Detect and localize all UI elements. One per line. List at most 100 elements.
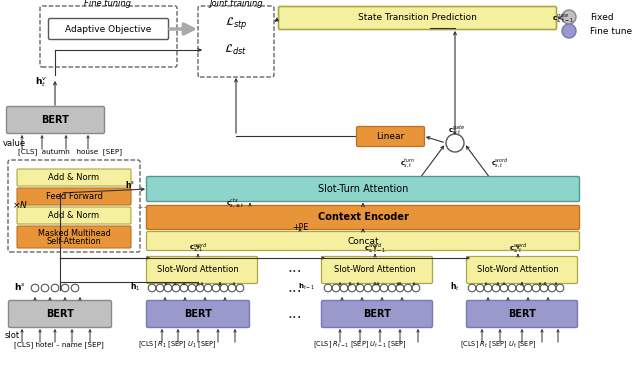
- FancyBboxPatch shape: [321, 256, 433, 283]
- FancyBboxPatch shape: [467, 301, 577, 328]
- Text: Masked Multihead: Masked Multihead: [38, 230, 110, 238]
- Text: Fine tune: Fine tune: [590, 26, 632, 35]
- Circle shape: [532, 284, 540, 292]
- Circle shape: [236, 284, 244, 292]
- Text: [CLS] hotel – name [SEP]: [CLS] hotel – name [SEP]: [14, 342, 104, 348]
- FancyBboxPatch shape: [467, 256, 577, 283]
- Circle shape: [188, 284, 196, 292]
- FancyBboxPatch shape: [17, 207, 131, 224]
- Text: $\mathbf{h}^s$: $\mathbf{h}^s$: [14, 282, 26, 293]
- FancyBboxPatch shape: [8, 301, 111, 328]
- Text: Self-Attention: Self-Attention: [47, 237, 101, 247]
- Text: Add & Norm: Add & Norm: [49, 211, 100, 220]
- Text: Slot-Turn Attention: Slot-Turn Attention: [318, 184, 408, 194]
- FancyBboxPatch shape: [356, 127, 424, 146]
- Text: Add & Norm: Add & Norm: [49, 173, 100, 182]
- Text: $\mathbf{h}^s$: $\mathbf{h}^s$: [125, 180, 135, 191]
- FancyBboxPatch shape: [147, 256, 257, 283]
- Text: $\mathbf{c}_{s,t-1}^{gate}$: $\mathbf{c}_{s,t-1}^{gate}$: [552, 11, 574, 25]
- Text: $\times N$: $\times N$: [12, 199, 28, 210]
- Text: ...: ...: [288, 307, 302, 322]
- Circle shape: [516, 284, 524, 292]
- Text: $\mathbf{h}_1$: $\mathbf{h}_1$: [130, 281, 140, 293]
- Text: $\mathbf{c}_{s,1}^{word}$: $\mathbf{c}_{s,1}^{word}$: [189, 241, 207, 255]
- FancyBboxPatch shape: [49, 18, 168, 39]
- Circle shape: [212, 284, 220, 292]
- Text: $\mathbf{c}_{s,t-1}^{word}$: $\mathbf{c}_{s,t-1}^{word}$: [364, 241, 386, 255]
- Circle shape: [562, 10, 576, 24]
- Text: Fine tuning: Fine tuning: [84, 0, 131, 8]
- FancyBboxPatch shape: [40, 6, 177, 67]
- Text: $\mathbf{c}_{s,t}^{word}$: $\mathbf{c}_{s,t}^{word}$: [509, 241, 527, 255]
- Circle shape: [180, 284, 188, 292]
- Text: $\mathbf{h}_{t-1}$: $\mathbf{h}_{t-1}$: [298, 282, 316, 292]
- FancyBboxPatch shape: [6, 106, 104, 134]
- Text: Joint training: Joint training: [209, 0, 263, 8]
- Circle shape: [468, 284, 476, 292]
- FancyBboxPatch shape: [147, 205, 579, 230]
- Text: +PE: +PE: [292, 223, 308, 231]
- Text: Adaptive Objective: Adaptive Objective: [65, 25, 151, 33]
- Circle shape: [164, 284, 172, 292]
- Text: Fixed: Fixed: [590, 13, 614, 21]
- Text: Context Encoder: Context Encoder: [317, 212, 408, 223]
- Circle shape: [380, 284, 388, 292]
- Text: BERT: BERT: [41, 115, 69, 125]
- Circle shape: [562, 24, 576, 38]
- Circle shape: [196, 284, 204, 292]
- Circle shape: [348, 284, 356, 292]
- FancyBboxPatch shape: [321, 301, 433, 328]
- FancyBboxPatch shape: [17, 188, 131, 205]
- Text: $\mathbf{c}_{s,t}^{turn}$: $\mathbf{c}_{s,t}^{turn}$: [401, 156, 415, 170]
- Text: value: value: [3, 138, 26, 148]
- Circle shape: [204, 284, 212, 292]
- Text: BERT: BERT: [508, 309, 536, 319]
- Circle shape: [148, 284, 156, 292]
- Circle shape: [228, 284, 236, 292]
- FancyBboxPatch shape: [198, 6, 274, 77]
- Text: ...: ...: [288, 261, 302, 276]
- Text: $\mathbf{h}_t$: $\mathbf{h}_t$: [450, 281, 460, 293]
- Text: ...: ...: [288, 280, 302, 296]
- Text: $\mathbf{c}_{s,t}^{gate}$: $\mathbf{c}_{s,t}^{gate}$: [449, 123, 465, 137]
- Circle shape: [396, 284, 404, 292]
- Text: $\mathbf{h}_t^v$: $\mathbf{h}_t^v$: [35, 75, 47, 89]
- Circle shape: [340, 284, 348, 292]
- Circle shape: [500, 284, 508, 292]
- Circle shape: [364, 284, 372, 292]
- Circle shape: [446, 134, 464, 152]
- Circle shape: [71, 284, 79, 292]
- Text: [CLS] $R_1$ [SEP] $U_1$ [SEP]: [CLS] $R_1$ [SEP] $U_1$ [SEP]: [138, 340, 216, 350]
- Text: [CLS]  autumn   house  [SEP]: [CLS] autumn house [SEP]: [18, 149, 122, 155]
- Circle shape: [332, 284, 340, 292]
- Text: BERT: BERT: [46, 309, 74, 319]
- Circle shape: [484, 284, 492, 292]
- Circle shape: [41, 284, 49, 292]
- Circle shape: [508, 284, 516, 292]
- Circle shape: [548, 284, 556, 292]
- Text: Slot-Word Attention: Slot-Word Attention: [477, 265, 559, 275]
- Circle shape: [476, 284, 484, 292]
- Circle shape: [540, 284, 548, 292]
- FancyBboxPatch shape: [147, 231, 579, 251]
- Text: [CLS] $R_{t-1}$ [SEP] $U_{t-1}$ [SEP]: [CLS] $R_{t-1}$ [SEP] $U_{t-1}$ [SEP]: [313, 340, 406, 350]
- Text: $\mathbf{c}_{s,t}^{word}$: $\mathbf{c}_{s,t}^{word}$: [492, 156, 509, 170]
- Text: $\mathcal{L}_{dst}$: $\mathcal{L}_{dst}$: [225, 43, 248, 57]
- Circle shape: [556, 284, 564, 292]
- Text: Slot-Word Attention: Slot-Word Attention: [157, 265, 239, 275]
- Circle shape: [156, 284, 164, 292]
- Text: $\mathcal{L}_{stp}$: $\mathcal{L}_{stp}$: [225, 15, 247, 31]
- Text: BERT: BERT: [363, 309, 391, 319]
- Circle shape: [51, 284, 59, 292]
- Circle shape: [31, 284, 39, 292]
- FancyBboxPatch shape: [8, 160, 140, 252]
- Text: slot: slot: [5, 332, 20, 340]
- FancyBboxPatch shape: [147, 177, 579, 202]
- Text: Feed Forward: Feed Forward: [45, 192, 102, 201]
- Text: State Transition Prediction: State Transition Prediction: [358, 14, 476, 22]
- Text: $\mathbf{c}_{s,\leq t}^{ctx}$: $\mathbf{c}_{s,\leq t}^{ctx}$: [225, 197, 244, 209]
- Circle shape: [61, 284, 69, 292]
- Text: [CLS] $R_t$ [SEP] $U_t$ [SEP]: [CLS] $R_t$ [SEP] $U_t$ [SEP]: [460, 340, 536, 350]
- Circle shape: [356, 284, 364, 292]
- FancyBboxPatch shape: [17, 226, 131, 248]
